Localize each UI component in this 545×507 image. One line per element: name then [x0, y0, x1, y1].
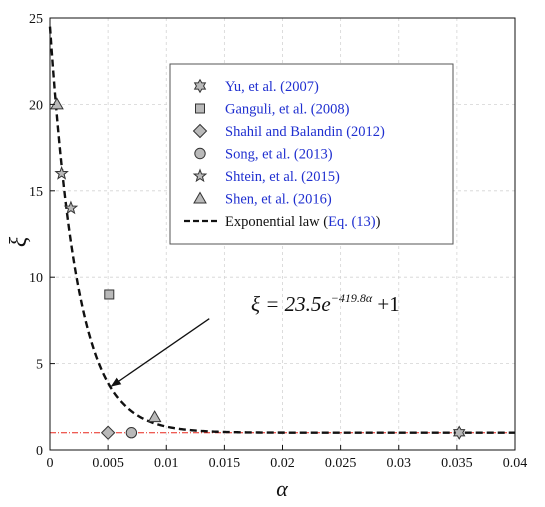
- legend-label: Shen, et al. (2016): [225, 192, 332, 208]
- legend-fit-label: Exponential law (Eq. (13)): [225, 214, 381, 230]
- triangle-data-point: [147, 410, 162, 423]
- star-data-point: [54, 165, 69, 180]
- exponential-fit-curve: [48, 26, 515, 434]
- legend-fit-label-part: Eq. (13): [328, 214, 376, 230]
- legend-box: [169, 63, 454, 245]
- legend-label: Song, et al. (2013): [225, 147, 333, 163]
- y-tick-label: 5: [36, 358, 43, 373]
- y-tick-label: 15: [29, 185, 43, 200]
- y-tick-label: 0: [36, 444, 43, 459]
- legend-diamond-marker: [192, 123, 208, 139]
- x-axis-label: α: [276, 476, 288, 501]
- x-tick-label: 0.03: [387, 456, 412, 471]
- legend-square-marker: [195, 103, 205, 114]
- y-tick-label: 20: [29, 98, 43, 113]
- x-tick-label: 0.025: [325, 456, 357, 471]
- legend-star-marker: [192, 168, 208, 183]
- y-axis-ticks: 0 5 10 15 20 25: [29, 12, 55, 459]
- legend-hexagram-marker: [193, 78, 207, 94]
- legend-label: Shahil and Balandin (2012): [225, 124, 385, 140]
- star-data-point: [63, 200, 79, 215]
- diamond-data-point: [100, 425, 116, 440]
- equation-constant: +1: [372, 292, 400, 316]
- data-points: [50, 97, 466, 440]
- hexagram-data-point: [452, 425, 466, 440]
- x-tick-label: 0.035: [441, 456, 473, 471]
- x-tick-label: 0.015: [209, 456, 241, 471]
- x-tick-label: 0.02: [270, 456, 295, 471]
- legend-label: Yu, et al. (2007): [225, 79, 319, 95]
- legend-fit-label-part: ): [376, 214, 381, 230]
- x-tick-label: 0.01: [154, 456, 179, 471]
- legend: Yu, et al. (2007) Ganguli, et al. (2008) S…: [169, 63, 454, 245]
- x-tick-label: 0: [47, 456, 54, 471]
- equation-text: ξ = 23.5e−419.8α +1: [251, 291, 400, 316]
- triangle-data-point: [50, 97, 64, 110]
- circle-data-point: [125, 427, 138, 439]
- legend-triangle-marker: [193, 191, 207, 204]
- y-tick-label: 25: [29, 12, 43, 27]
- y-tick-label: 10: [29, 271, 43, 286]
- x-tick-label: 0.005: [92, 456, 124, 471]
- legend-circle-marker: [194, 147, 206, 160]
- equation-exponent: −419.8α: [331, 291, 373, 305]
- fit-curve-group: [48, 26, 515, 434]
- y-axis-label: ξ: [6, 236, 32, 247]
- equation-annotation: ξ = 23.5e−419.8α +1: [110, 291, 400, 387]
- legend-fit-label-part: Exponential law (: [225, 214, 328, 230]
- annotation-arrow: [110, 318, 210, 387]
- legend-label: Shtein, et al. (2015): [225, 169, 340, 185]
- equation-base: ξ = 23.5e: [251, 292, 331, 316]
- x-tick-label: 0.04: [503, 456, 528, 471]
- legend-label: Ganguli, et al. (2008): [225, 102, 350, 118]
- x-axis-ticks: 0 0.005 0.01 0.015 0.02 0.025 0.03 0.035 0.04: [47, 445, 528, 471]
- square-data-point: [104, 289, 115, 300]
